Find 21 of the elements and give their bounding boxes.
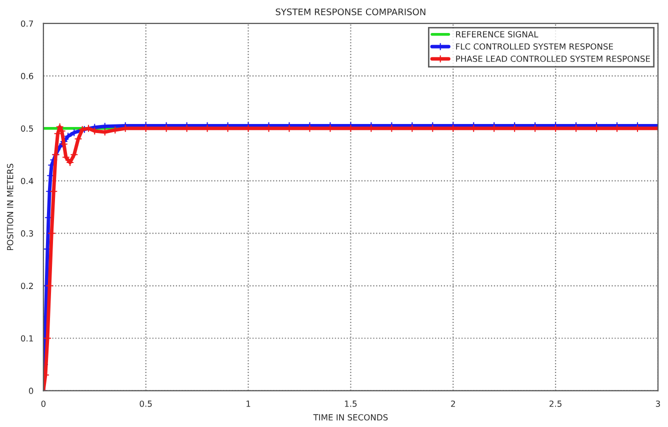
y-tick-label: 0.7 [20,20,33,27]
x-tick-label: 2 [451,400,455,407]
x-tick-label: 3 [656,400,660,407]
y-tick-label: 0.1 [20,335,33,342]
y-tick-label: 0.2 [20,282,33,290]
legend-label: REFERENCE SIGNAL [456,31,538,38]
chart-title: SYSTEM RESPONSE COMPARISON [276,8,426,16]
x-axis-title: TIME IN SECONDS [313,414,388,420]
y-tick-label: 0.3 [20,230,34,237]
legend-label: PHASE LEAD CONTROLLED SYSTEM RESPONSE [456,56,650,62]
x-tick-label: 1.5 [344,400,357,407]
legend-label: FLC CONTROLLED SYSTEM RESPONSE [456,43,613,50]
y-tick-label: 0.4 [20,178,34,184]
y-axis-title: POSITION IN METERS [6,164,14,250]
x-tick-label: 1 [246,400,250,407]
x-tick-label: 0.5 [140,400,152,407]
y-tick-label: 0 [28,388,34,394]
y-tick-label: 0.6 [20,72,34,80]
x-tick-label: 2.5 [550,400,562,407]
y-tick-label: 0.5 [20,125,33,132]
x-tick-label: 0 [41,400,46,407]
